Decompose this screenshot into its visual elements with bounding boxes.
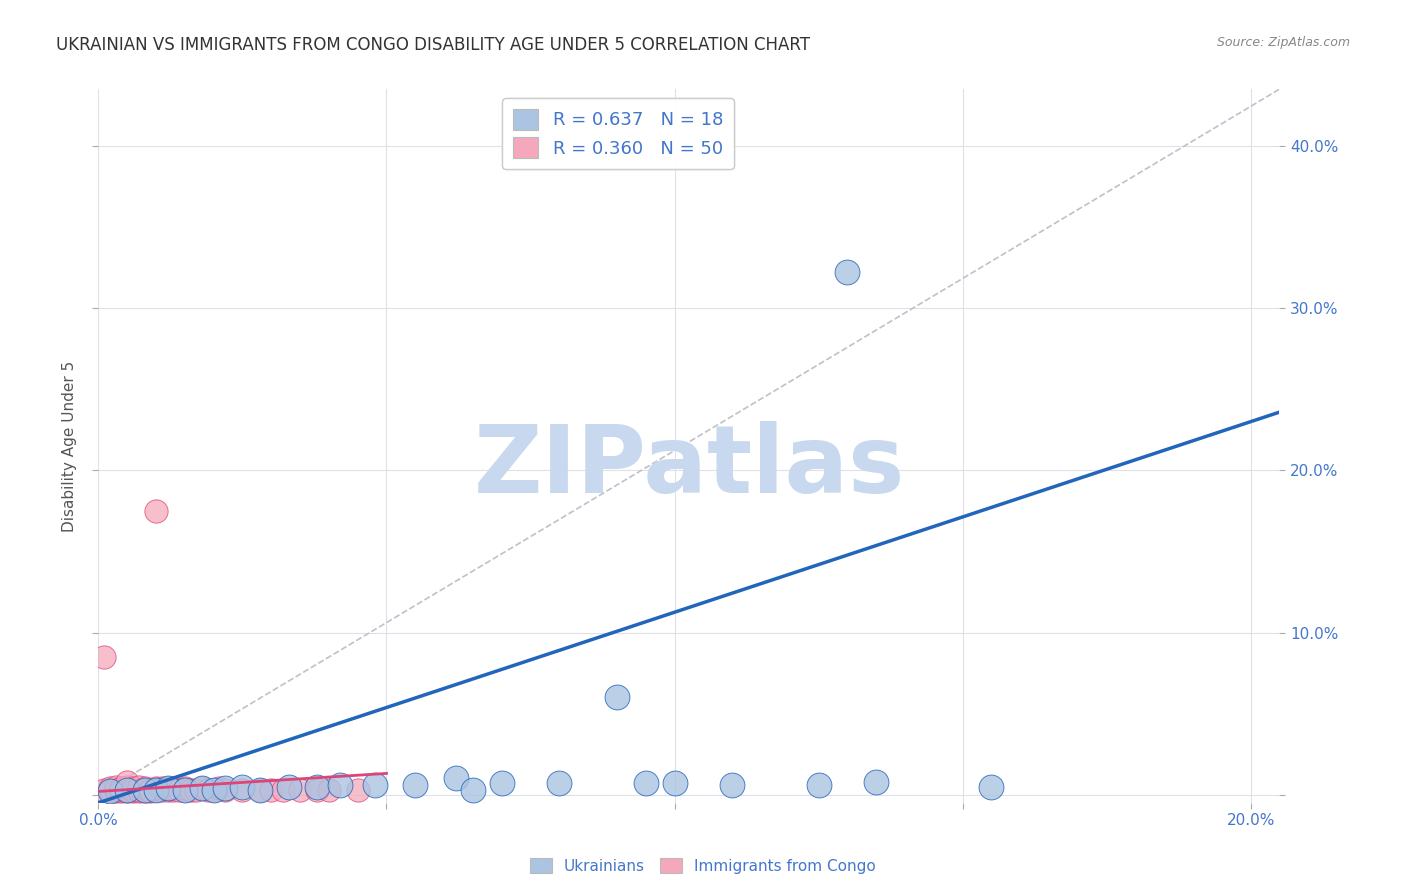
Point xyxy=(122,781,145,796)
Point xyxy=(98,781,121,796)
Point xyxy=(134,781,156,796)
Point xyxy=(288,782,311,797)
Point xyxy=(134,784,156,798)
Point xyxy=(980,780,1002,794)
Point xyxy=(145,782,167,797)
Legend: R = 0.637   N = 18, R = 0.360   N = 50: R = 0.637 N = 18, R = 0.360 N = 50 xyxy=(502,98,734,169)
Point xyxy=(318,782,340,797)
Point xyxy=(145,782,167,797)
Point xyxy=(139,782,162,797)
Point xyxy=(134,782,156,797)
Point xyxy=(110,782,132,797)
Point xyxy=(214,781,236,796)
Point xyxy=(150,781,173,796)
Point xyxy=(150,782,173,797)
Point xyxy=(115,784,138,798)
Point xyxy=(134,782,156,797)
Point xyxy=(606,690,628,705)
Point xyxy=(461,782,484,797)
Point xyxy=(104,784,127,798)
Point xyxy=(721,778,744,792)
Point xyxy=(249,782,271,797)
Point xyxy=(98,784,121,798)
Point xyxy=(231,780,253,794)
Point xyxy=(346,782,368,797)
Point xyxy=(191,781,214,796)
Point xyxy=(208,781,231,796)
Point xyxy=(128,782,150,797)
Point xyxy=(104,782,127,797)
Point xyxy=(128,780,150,794)
Point xyxy=(202,782,225,797)
Point xyxy=(167,782,190,797)
Point xyxy=(664,776,686,790)
Point xyxy=(231,782,253,797)
Point xyxy=(162,781,184,796)
Point xyxy=(93,782,115,797)
Point xyxy=(173,781,195,796)
Point xyxy=(104,780,127,794)
Point xyxy=(173,782,195,797)
Text: Source: ZipAtlas.com: Source: ZipAtlas.com xyxy=(1216,36,1350,49)
Point xyxy=(115,774,138,789)
Point xyxy=(277,780,299,794)
Point xyxy=(122,782,145,797)
Point xyxy=(186,782,208,797)
Point xyxy=(128,784,150,798)
Point xyxy=(271,782,294,797)
Text: UKRAINIAN VS IMMIGRANTS FROM CONGO DISABILITY AGE UNDER 5 CORRELATION CHART: UKRAINIAN VS IMMIGRANTS FROM CONGO DISAB… xyxy=(56,36,810,54)
Point xyxy=(364,778,387,792)
Point xyxy=(191,781,214,796)
Y-axis label: Disability Age Under 5: Disability Age Under 5 xyxy=(62,360,77,532)
Point xyxy=(197,782,219,797)
Point xyxy=(110,784,132,798)
Text: ZIPatlas: ZIPatlas xyxy=(474,421,904,514)
Point xyxy=(139,784,162,798)
Point xyxy=(491,776,513,790)
Point xyxy=(156,781,179,796)
Point xyxy=(122,784,145,798)
Point xyxy=(214,782,236,797)
Point xyxy=(162,782,184,797)
Point xyxy=(307,780,329,794)
Point xyxy=(145,781,167,796)
Point xyxy=(173,782,195,797)
Point xyxy=(865,774,887,789)
Point xyxy=(115,780,138,794)
Point xyxy=(156,782,179,797)
Point xyxy=(110,781,132,796)
Point xyxy=(329,778,352,792)
Point xyxy=(249,782,271,797)
Point xyxy=(93,649,115,664)
Point xyxy=(837,265,859,279)
Point xyxy=(115,782,138,797)
Point xyxy=(307,782,329,797)
Legend: Ukrainians, Immigrants from Congo: Ukrainians, Immigrants from Congo xyxy=(524,852,882,880)
Point xyxy=(404,778,426,792)
Point xyxy=(98,784,121,798)
Point xyxy=(145,504,167,518)
Point xyxy=(180,782,202,797)
Point xyxy=(156,781,179,796)
Point xyxy=(548,776,571,790)
Point xyxy=(634,776,657,790)
Point xyxy=(807,778,830,792)
Point xyxy=(444,772,467,786)
Point xyxy=(202,782,225,797)
Point xyxy=(115,782,138,797)
Point xyxy=(260,782,283,797)
